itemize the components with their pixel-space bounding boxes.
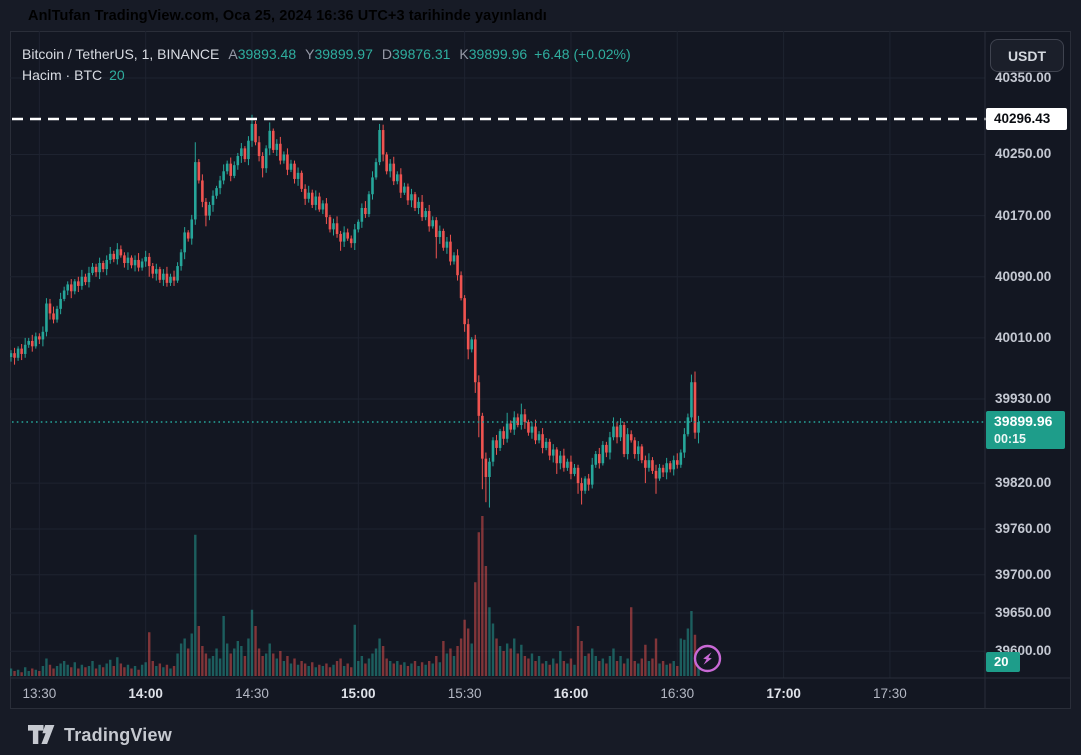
volume-label: Hacim · BTC: [22, 67, 103, 83]
time-tick-label: 17:30: [873, 686, 907, 701]
price-axis[interactable]: 40350.00 40250.00 40170.00 40090.00 40010.00…: [986, 31, 1071, 678]
price-tick-label: 39820.00: [995, 475, 1052, 491]
chart-legend: Bitcoin / TetherUS, 1, BINANCE A39893.48 Y…: [22, 44, 631, 86]
open-label: A: [228, 46, 238, 62]
boost-icon[interactable]: [693, 644, 722, 678]
time-tick-label: 13:30: [22, 686, 57, 701]
chart-widget: [10, 31, 1071, 709]
tradingview-logo-link[interactable]: TradingView: [28, 721, 172, 749]
low-label: D: [381, 46, 392, 62]
symbol-title: Bitcoin / TetherUS, 1, BINANCE: [22, 46, 220, 62]
time-tick-label: 17:00: [766, 686, 801, 701]
currency-toggle-button[interactable]: USDT: [990, 39, 1064, 72]
price-tick-label: 39650.00: [995, 605, 1052, 621]
last-price-label: 39899.96 00:15: [986, 410, 1065, 449]
alert-price-label: 40296.43: [986, 108, 1067, 130]
time-tick-label: 15:30: [447, 686, 482, 701]
high-value: 39899.97: [314, 46, 373, 62]
close-value: 39899.96: [468, 46, 528, 62]
time-tick-label: 15:00: [341, 686, 376, 701]
currency-toggle-label: USDT: [1007, 47, 1047, 64]
legend-symbol-row[interactable]: Bitcoin / TetherUS, 1, BINANCE A39893.48 Y…: [22, 44, 631, 65]
time-tick-label: 14:00: [128, 686, 163, 701]
close-label: K: [459, 46, 469, 62]
tradingview-wordmark: TradingView: [64, 724, 172, 745]
bar-countdown: 00:15: [994, 431, 1026, 446]
volume-value: 20: [109, 67, 125, 83]
price-tick-label: 39760.00: [995, 520, 1052, 536]
change-value: +6.48 (+0.02%): [534, 46, 631, 62]
last-price-value: 39899.96: [994, 412, 1053, 429]
legend-volume-row[interactable]: Hacim · BTC 20: [22, 65, 631, 86]
price-tick-label: 39930.00: [995, 391, 1052, 407]
volume-axis-badge: 20: [986, 652, 1020, 672]
tradingview-icon: [28, 725, 55, 744]
attribution-text: AnlTufan TradingView.com, Oca 25, 2024 1…: [28, 8, 547, 24]
low-value: 39876.31: [392, 46, 451, 62]
price-tick-label: 40090.00: [995, 268, 1052, 284]
high-label: Y: [305, 46, 315, 62]
time-tick-label: 16:30: [660, 686, 695, 701]
price-tick-label: 40350.00: [995, 70, 1052, 86]
time-tick-label: 16:00: [553, 686, 589, 701]
time-axis[interactable]: 13:30 14:00 14:30 15:00 15:30 16:00 16:30 17:00…: [10, 679, 985, 709]
price-tick-label: 39700.00: [995, 566, 1052, 582]
price-tick-label: 40170.00: [995, 207, 1052, 223]
open-value: 39893.48: [237, 46, 297, 62]
price-tick-label: 40250.00: [995, 146, 1052, 162]
time-tick-label: 14:30: [235, 686, 269, 701]
price-tick-label: 40010.00: [995, 329, 1052, 345]
